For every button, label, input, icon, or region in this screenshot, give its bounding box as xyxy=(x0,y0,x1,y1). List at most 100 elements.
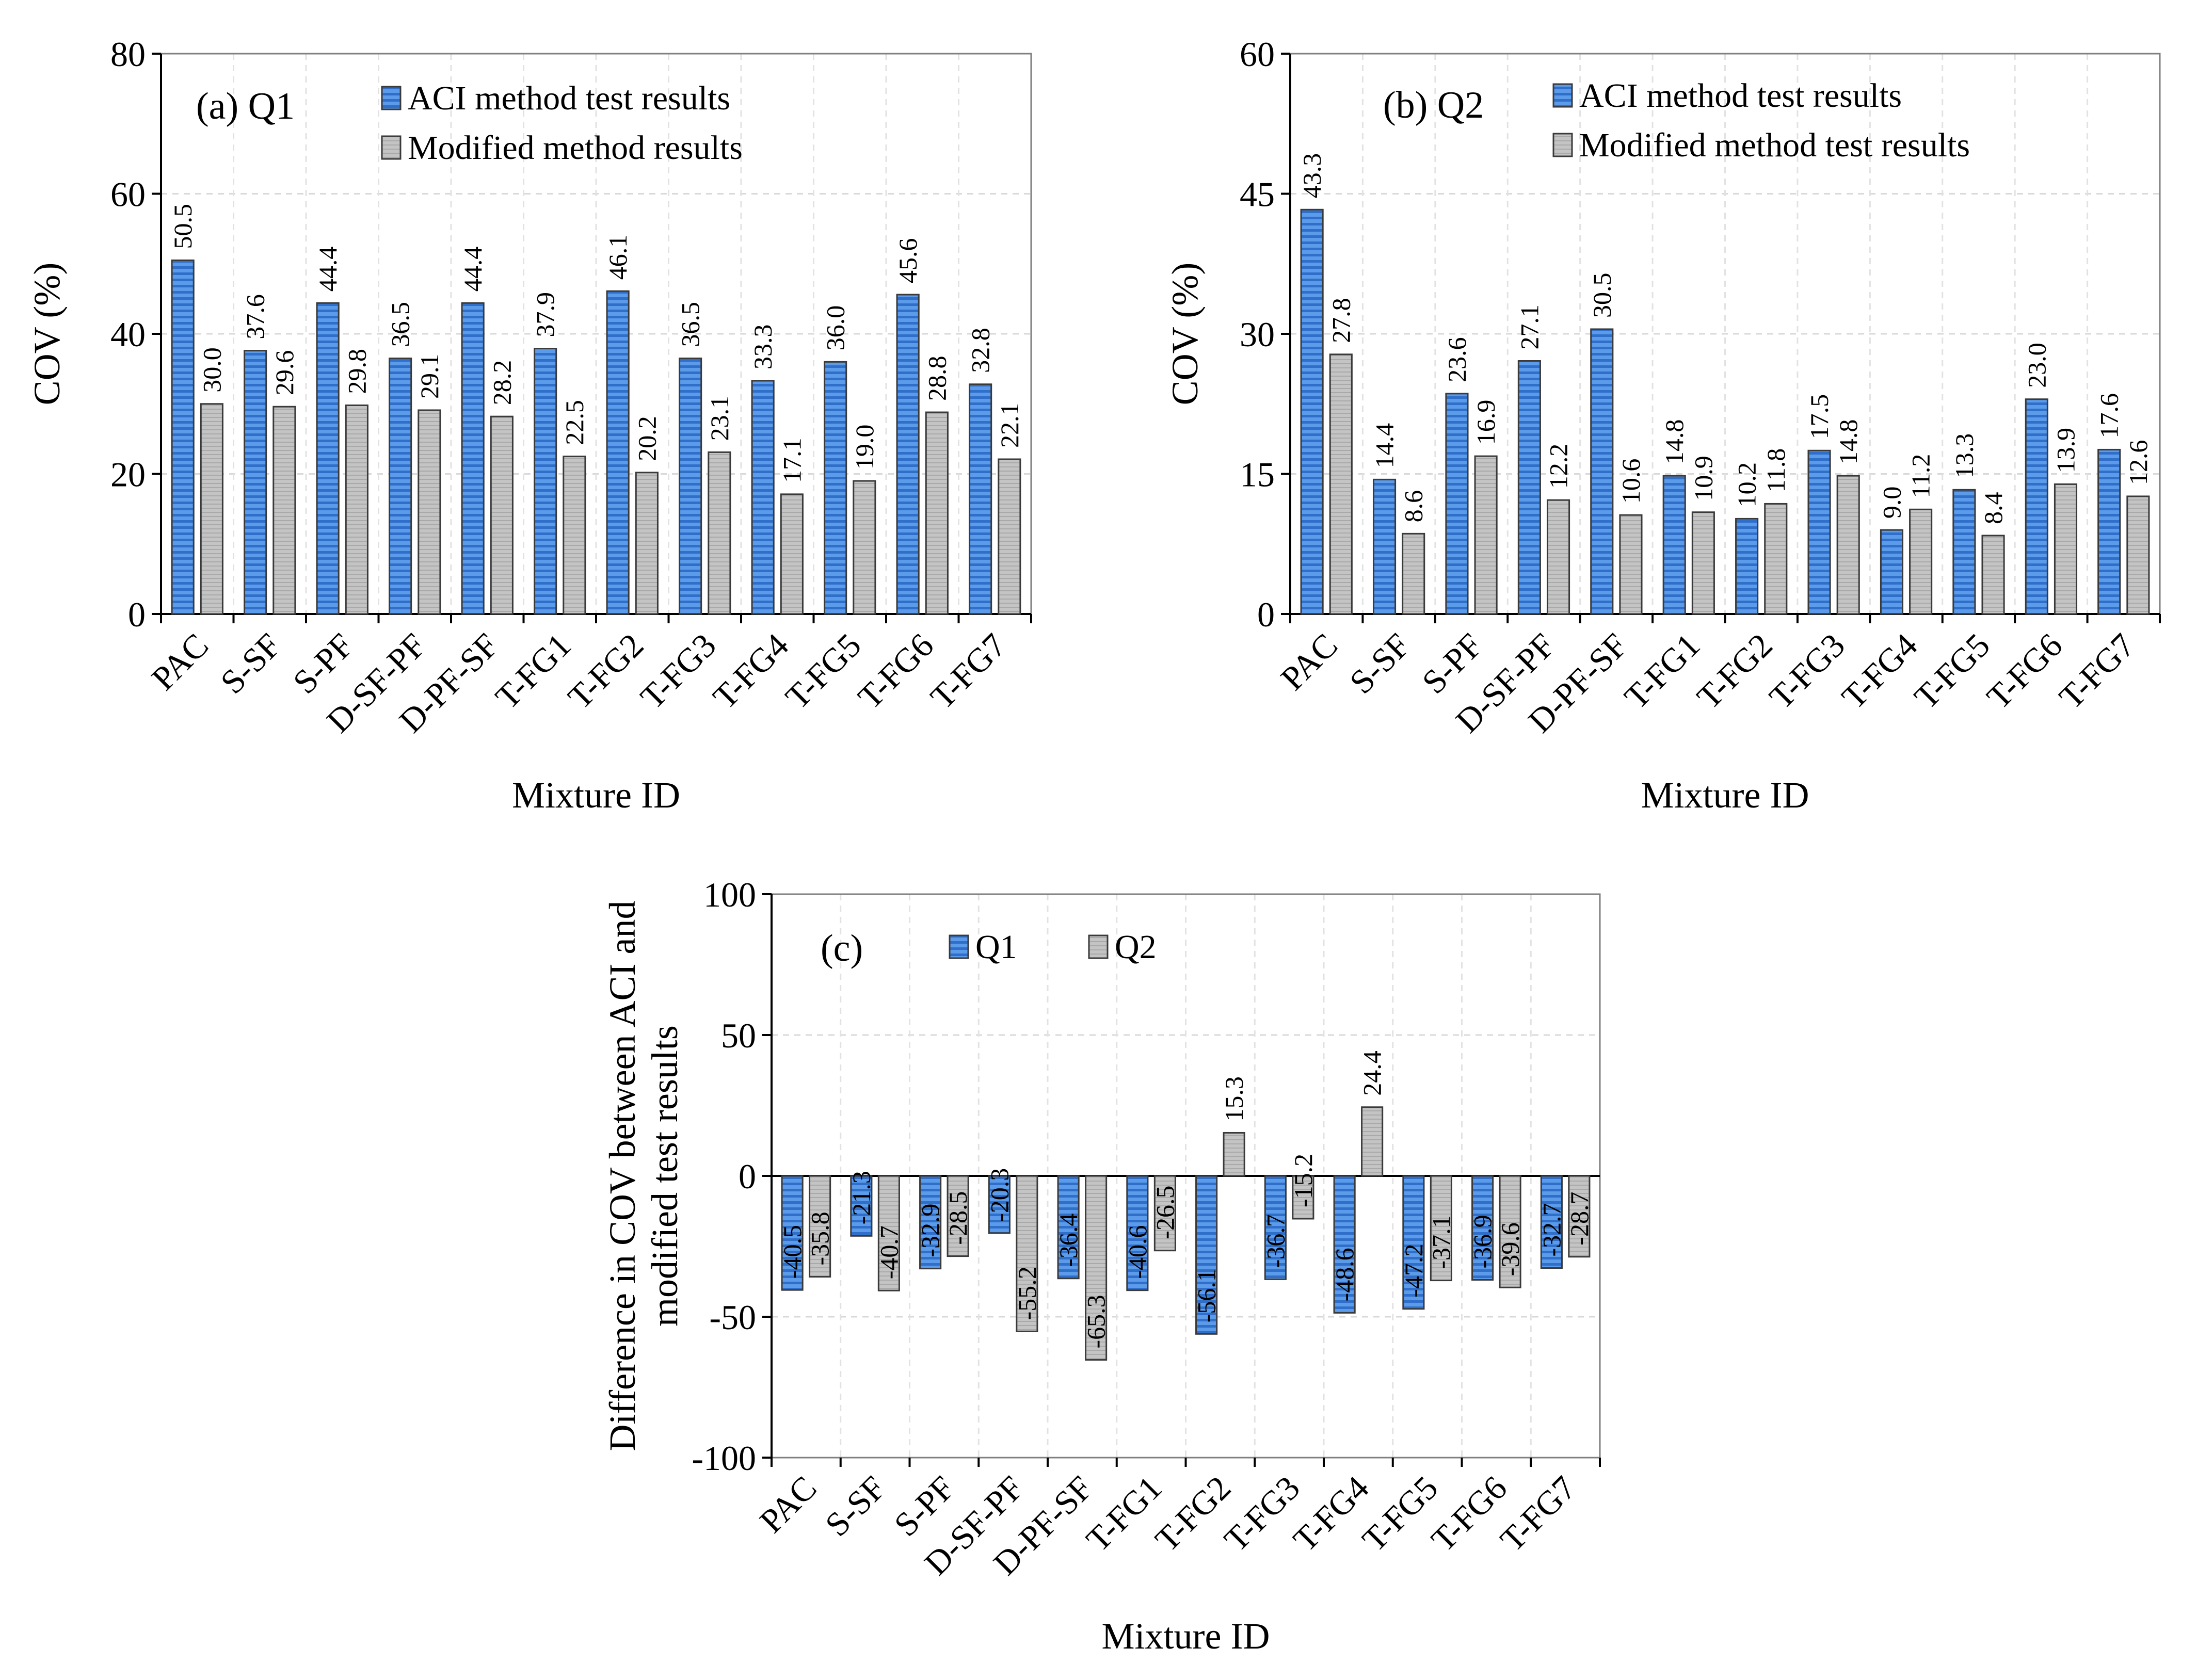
bar xyxy=(1372,478,1397,615)
category-label: T-FG3 xyxy=(633,626,723,716)
bar xyxy=(1909,508,1933,615)
data-label: 24.4 xyxy=(1358,1051,1387,1096)
category-label: T-FG5 xyxy=(1907,626,1997,716)
data-label: 37.6 xyxy=(241,294,270,340)
category-label: T-FG4 xyxy=(1286,1469,1376,1559)
data-label: 23.1 xyxy=(705,396,734,441)
y-tick-label: 60 xyxy=(110,175,146,214)
data-label: -28.5 xyxy=(943,1191,972,1245)
legend: ACI method test results Modified method r… xyxy=(381,79,743,167)
series-1: 50.5 37.6 44.4 36.5 44.4 37.9 46.1 36.5 33.3 36.0… xyxy=(168,204,995,615)
bar xyxy=(2054,483,2078,615)
data-label: 14.8 xyxy=(1834,419,1863,465)
bar xyxy=(534,348,557,615)
data-label: 45.6 xyxy=(893,238,922,283)
data-label: 27.1 xyxy=(1515,304,1544,350)
series-2: -35.8 -40.7 -28.5 -55.2 -65.3 -26.5 15.3 -15.2 2… xyxy=(806,1051,1594,1361)
data-label: 12.6 xyxy=(2124,440,2153,485)
bar xyxy=(171,259,195,615)
data-label: 11.2 xyxy=(1906,454,1935,498)
bar xyxy=(345,404,368,615)
legend-label: Q1 xyxy=(975,928,1017,966)
data-label: 43.3 xyxy=(1297,153,1326,199)
series-2: 27.88.616.912.2 10.6 10.9 11.814.811.28.413… xyxy=(1326,298,2153,615)
bar xyxy=(389,358,412,615)
legend: Q1 Q2 xyxy=(949,928,1157,966)
bar xyxy=(751,380,775,615)
legend-swatch xyxy=(1552,133,1573,157)
data-label: 23.0 xyxy=(2022,343,2051,388)
bar xyxy=(1619,514,1643,615)
panel-title: (b) Q2 xyxy=(1383,84,1484,126)
legend-swatch xyxy=(1552,83,1573,108)
bar xyxy=(200,403,223,615)
bar xyxy=(1430,1175,1452,1282)
bar xyxy=(1300,208,1324,615)
bar xyxy=(1517,360,1541,615)
data-label: -15.2 xyxy=(1289,1154,1318,1207)
data-label: -47.2 xyxy=(1399,1244,1428,1298)
bar xyxy=(635,472,659,615)
category-label: PAC xyxy=(145,626,216,698)
bar xyxy=(316,302,340,615)
data-label: 14.8 xyxy=(1660,419,1689,465)
category-label: T-FG6 xyxy=(1424,1469,1514,1559)
y-tick-label: 0 xyxy=(128,595,146,634)
series-1: -40.5 -21.3 -32.9 -20.3 -36.4 -40.6 -56.1 -36.7… xyxy=(778,1168,1566,1335)
bar xyxy=(490,415,514,615)
data-label: 17.6 xyxy=(2095,393,2124,439)
category-label: T-FG6 xyxy=(1980,626,2070,716)
bar xyxy=(1474,455,1498,615)
data-label: 12.2 xyxy=(1544,444,1573,489)
data-label: 9.0 xyxy=(1877,487,1906,519)
y-axis-title: Difference in COV between ACI and xyxy=(602,900,643,1451)
bar xyxy=(919,1175,942,1270)
data-label: 8.4 xyxy=(1979,492,2008,524)
bar xyxy=(1292,1175,1314,1220)
category-label: T-FG4 xyxy=(706,626,796,716)
category-label: PAC xyxy=(752,1469,824,1540)
bar xyxy=(1361,1106,1384,1177)
y-tick-label: 40 xyxy=(110,315,146,354)
panel-title: (a) Q1 xyxy=(196,85,295,127)
x-axis-title: Mixture ID xyxy=(512,774,680,816)
data-label: 27.8 xyxy=(1326,298,1355,343)
data-label: -21.3 xyxy=(847,1171,876,1224)
data-label: 23.6 xyxy=(1442,337,1471,382)
category-label: T-FG1 xyxy=(488,626,578,716)
bar xyxy=(988,1175,1011,1234)
data-label: 20.2 xyxy=(632,416,661,461)
bar xyxy=(781,1175,804,1291)
data-label: -32.7 xyxy=(1537,1203,1566,1256)
bar xyxy=(2025,398,2048,615)
category-label: T-FG7 xyxy=(1493,1469,1583,1559)
bar xyxy=(1952,489,1976,615)
data-label: 22.5 xyxy=(560,400,589,445)
data-label: 44.4 xyxy=(313,247,342,292)
legend-swatch xyxy=(949,934,969,959)
bar xyxy=(1546,499,1570,615)
legend-swatch xyxy=(381,86,402,110)
legend-label: ACI method test results xyxy=(1579,77,1902,115)
data-label: 10.6 xyxy=(1616,459,1645,504)
y-tick-label: -50 xyxy=(709,1298,756,1337)
category-label: S-SF xyxy=(818,1469,893,1544)
category-label: T-FG5 xyxy=(1355,1469,1445,1559)
bar xyxy=(1402,532,1425,615)
data-label: 15.3 xyxy=(1220,1076,1248,1122)
bar xyxy=(1807,449,1831,615)
category-label: T-FG7 xyxy=(923,626,1013,716)
y-axis-title: COV (%) xyxy=(26,263,68,406)
data-label: -40.7 xyxy=(874,1225,903,1279)
category-label: PAC xyxy=(1274,626,1345,698)
data-label: 46.1 xyxy=(603,235,632,280)
data-label: 30.0 xyxy=(197,347,226,393)
bar xyxy=(947,1175,969,1257)
bar xyxy=(969,383,992,615)
data-label: -37.1 xyxy=(1426,1215,1455,1269)
y-tick-label: 80 xyxy=(110,35,146,74)
bar xyxy=(418,409,441,615)
data-label: -48.6 xyxy=(1330,1248,1359,1301)
bar xyxy=(1402,1175,1425,1310)
